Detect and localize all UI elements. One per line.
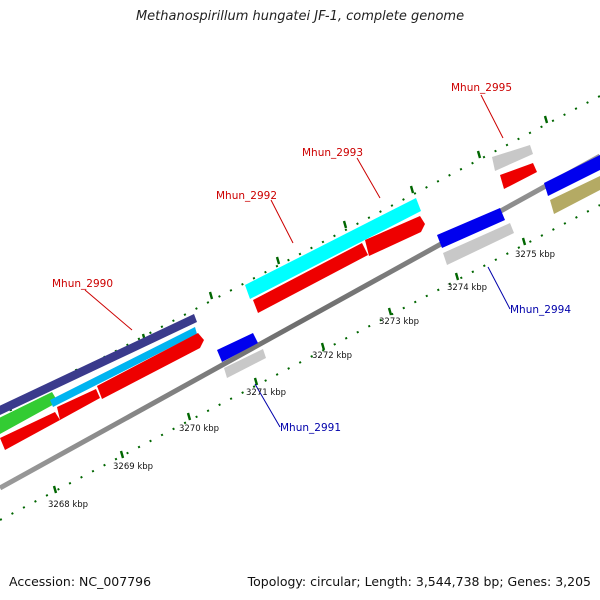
topology-summary-text: Topology: circular; Length: 3,544,738 bp… <box>247 574 591 589</box>
tick-label-3273: 3273 kbp <box>379 317 419 327</box>
gene-mhun-2992-features[interactable] <box>245 198 425 313</box>
tick-label-3268: 3268 kbp <box>48 500 88 510</box>
tick-label-3269: 3269 kbp <box>113 462 153 472</box>
mhun-2995-grey-bar[interactable] <box>492 145 533 171</box>
mhun-2991-blue-bar[interactable] <box>217 333 258 362</box>
mhun-2990-navy-bar[interactable] <box>0 314 197 416</box>
label-leader-lines <box>84 94 511 428</box>
outer-tick-track <box>0 95 600 413</box>
tick-label-3272: 3272 kbp <box>312 351 352 361</box>
gene-label-mhun-2991[interactable]: Mhun_2991 <box>280 422 341 434</box>
mhun-2994-blue-bar[interactable] <box>437 208 505 248</box>
gene-label-mhun-2994[interactable]: Mhun_2994 <box>510 304 571 316</box>
gene-label-mhun-2993[interactable]: Mhun_2993 <box>302 147 363 159</box>
edge-blue-bar[interactable] <box>544 155 600 196</box>
tick-label-3270: 3270 kbp <box>179 424 219 434</box>
kbp-tick-labels: 3268 kbp 3269 kbp 3270 kbp 3271 kbp 3272… <box>48 250 555 510</box>
mhun-2993-cds[interactable] <box>365 216 425 256</box>
mhun-2990-cds-small[interactable] <box>0 412 60 450</box>
tick-label-3271: 3271 kbp <box>246 388 286 398</box>
mhun-2990-cds-mid[interactable] <box>57 389 100 420</box>
mhun-2992-cyan-bar[interactable] <box>245 198 421 299</box>
mhun-2990-cds-main[interactable] <box>97 333 204 399</box>
inner-tick-track <box>0 204 600 521</box>
gene-label-mhun-2995[interactable]: Mhun_2995 <box>451 82 512 94</box>
mhun-2995-cds[interactable] <box>500 163 537 189</box>
gene-label-mhun-2992[interactable]: Mhun_2992 <box>216 190 277 202</box>
mhun-2991-grey-bar[interactable] <box>224 349 266 378</box>
accession-text: Accession: NC_007796 <box>9 574 152 589</box>
gene-mhun-2991-features[interactable] <box>217 333 266 378</box>
mhun-2992-cds[interactable] <box>253 243 368 313</box>
inner-major-ticks <box>52 237 527 494</box>
gene-labels[interactable]: Mhun_2990 Mhun_2991 Mhun_2992 Mhun_2993 … <box>52 82 571 434</box>
gene-label-mhun-2990[interactable]: Mhun_2990 <box>52 278 113 290</box>
genome-backbone <box>0 153 600 491</box>
edge-olive-bar[interactable] <box>550 176 600 214</box>
mhun-2990-green-bar[interactable] <box>0 392 58 434</box>
gene-mhun-2995-features[interactable] <box>492 145 600 214</box>
tick-label-3275: 3275 kbp <box>515 250 555 260</box>
gene-mhun-2994-features[interactable] <box>437 208 514 265</box>
mhun-2994-grey-bar[interactable] <box>443 223 514 265</box>
gene-mhun-2990-features[interactable] <box>0 314 204 450</box>
mhun-2990-sky-bar[interactable] <box>50 327 197 407</box>
map-title: Methanospirillum hungatei JF-1, complete… <box>135 9 465 24</box>
tick-label-3274: 3274 kbp <box>447 283 487 293</box>
